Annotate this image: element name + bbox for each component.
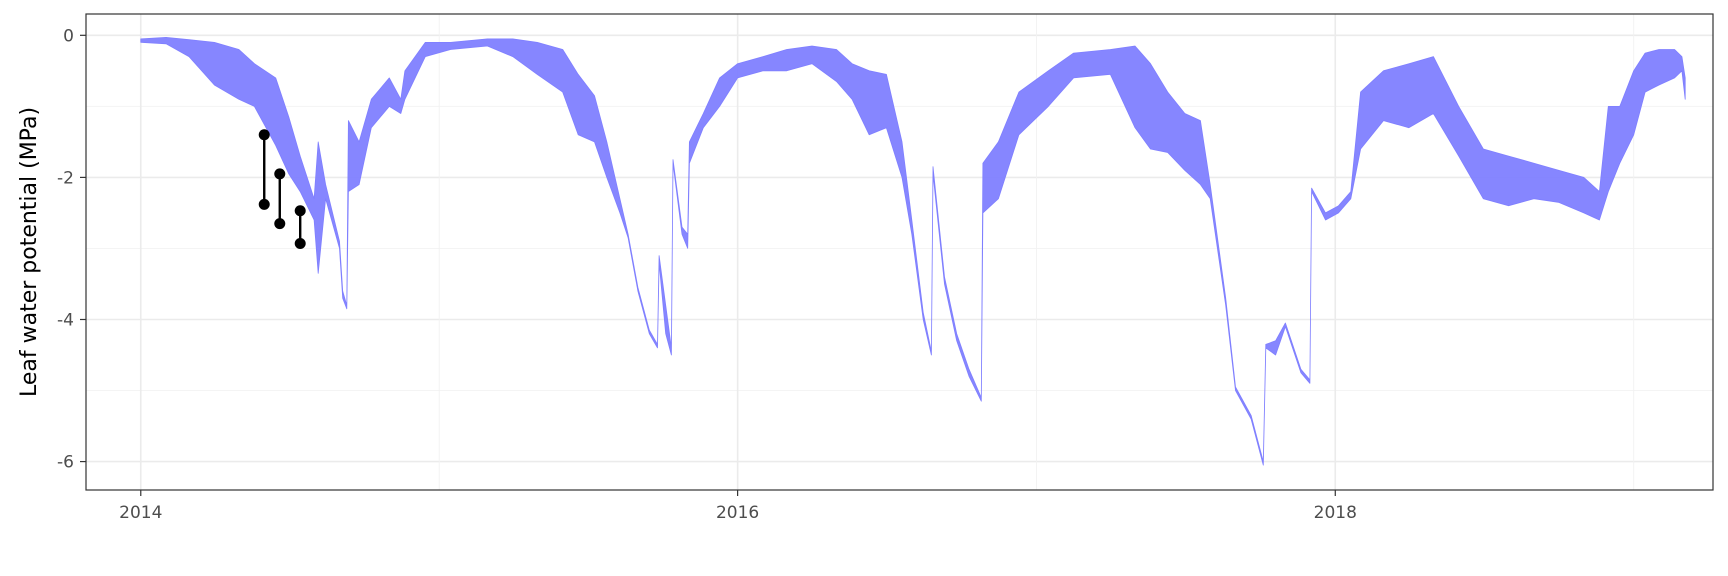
observed-point-low: [294, 237, 306, 249]
observed-range-series: [258, 129, 306, 249]
simulated-band-series: [140, 37, 1686, 466]
y-tick-label: -2: [57, 168, 74, 188]
observed-point-high: [294, 205, 306, 217]
panel-border: [85, 13, 1714, 491]
y-tick-label: -4: [57, 310, 74, 330]
y-tick-label: 0: [63, 26, 74, 46]
y-axis-title: Leaf water potential (MPa): [17, 107, 42, 397]
x-axis: 2014 2016 2018: [119, 490, 1357, 523]
band-area: [140, 37, 1686, 466]
y-tick-label: -6: [57, 453, 74, 473]
y-axis: 0 -2 -4 -6: [57, 26, 86, 473]
x-tick-label: 2018: [1314, 503, 1357, 523]
observed-point-high: [258, 129, 270, 141]
x-tick-label: 2014: [119, 503, 162, 523]
x-tick-label: 2016: [716, 503, 759, 523]
panel-background: [86, 14, 1713, 490]
observed-point-low: [258, 198, 270, 210]
observed-point-high: [274, 168, 286, 180]
observed-point-low: [274, 218, 286, 230]
